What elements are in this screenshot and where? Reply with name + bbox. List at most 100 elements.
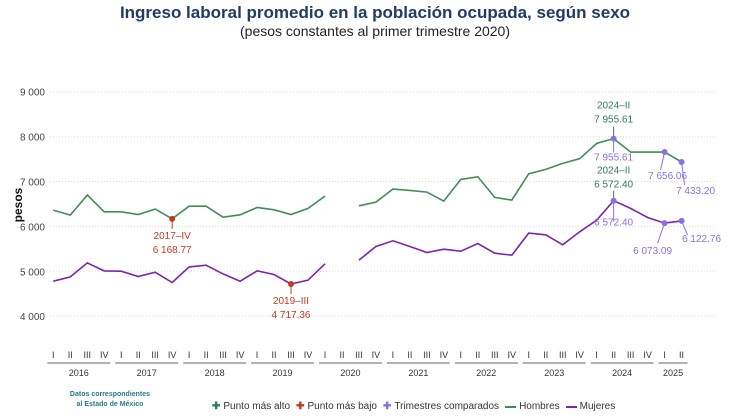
x-tick-label: III (559, 350, 567, 360)
annotation-value: 6 572.40 (594, 180, 633, 191)
y-tick-label: 9 000 (20, 88, 45, 99)
compared-point-marker (678, 217, 685, 224)
annotation-leader (681, 161, 686, 186)
x-tick-label: IV (236, 350, 245, 360)
legend-label: Hombres (519, 401, 560, 412)
x-year-label: 2023 (544, 368, 564, 378)
x-tick-label: III (151, 350, 159, 360)
low-point-marker (288, 280, 295, 287)
x-tick-label: I (392, 350, 395, 360)
x-tick-label: IV (168, 350, 177, 360)
x-tick-label: IV (643, 350, 652, 360)
chart-subtitle: (pesos constantes al primer trimestre 20… (240, 23, 510, 39)
series-line-mujeres (53, 199, 682, 285)
x-tick-label: III (355, 350, 363, 360)
x-tick-label: II (204, 350, 209, 360)
annotation-period: 2024–II (597, 101, 630, 112)
x-year-label: 2024 (612, 368, 632, 378)
note-line-2: al Estado de México (76, 401, 144, 408)
annotation-value: 6 572.40 (594, 218, 633, 229)
annotation-value: 7 955.61 (594, 153, 633, 164)
low-point-marker (169, 215, 176, 222)
annotation-period: 2024–II (597, 166, 630, 177)
legend-label: Punto más alto (223, 401, 291, 412)
legend-label: Punto más bajo (307, 401, 378, 412)
x-year-label: 2017 (137, 368, 157, 378)
mujeres-line-icon (565, 405, 577, 408)
x-year-label: 2019 (273, 368, 293, 378)
x-tick-label: I (120, 350, 123, 360)
legend-label: Trimestres comparados (394, 401, 500, 412)
x-tick-label: II (611, 350, 616, 360)
compared-marker-icon: ✚ (383, 401, 392, 412)
x-tick-label: III (423, 350, 431, 360)
x-tick-label: III (491, 350, 499, 360)
x-year-label: 2020 (340, 368, 360, 378)
annotation-leader (657, 222, 666, 244)
x-tick-label: I (460, 350, 463, 360)
x-year-label: 2018 (205, 368, 225, 378)
x-year-label: 2025 (663, 368, 683, 378)
x-tick-label: IV (372, 350, 381, 360)
x-tick-label: I (527, 350, 530, 360)
data-note: Datos correspondientes al Estado de Méxi… (60, 390, 160, 410)
x-tick-label: II (475, 350, 480, 360)
x-tick-label: II (272, 350, 277, 360)
series-line-hombres (53, 137, 683, 220)
compared-point-marker (610, 197, 617, 204)
compared-point-marker (661, 149, 668, 156)
x-year-label: 2016 (69, 368, 89, 378)
y-tick-label: 8 000 (20, 133, 45, 144)
x-tick-label: III (627, 350, 635, 360)
chart-title: Ingreso laboral promedio en la población… (119, 3, 631, 22)
x-tick-label: I (324, 350, 327, 360)
x-tick-label: III (287, 350, 295, 360)
annotation-value: 7 433.20 (676, 186, 715, 197)
x-tick-label: I (188, 350, 191, 360)
x-year-label: 2021 (408, 368, 428, 378)
y-axis-label: pesos (11, 187, 25, 222)
high-marker-icon: ✚ (212, 401, 221, 412)
x-tick-label: II (543, 350, 548, 360)
annotation-period: 2019–III (273, 296, 309, 307)
annotation-value: 6 122.76 (682, 234, 721, 245)
legend-item-high: ✚ Punto más alto (212, 401, 290, 412)
y-tick-label: 5 000 (20, 267, 45, 278)
x-year-label: 2022 (476, 368, 496, 378)
annotation-value: 7 656.06 (648, 171, 687, 182)
annotation-value: 7 955.61 (594, 115, 633, 126)
annotation-leader (660, 151, 666, 171)
annotation-value: 6 168.77 (153, 245, 192, 256)
y-tick-label: 6 000 (20, 222, 45, 233)
x-tick-label: I (52, 350, 55, 360)
x-tick-label: I (256, 350, 259, 360)
hombres-line-icon (505, 405, 517, 408)
annotation-period: 2017–IV (154, 231, 192, 242)
y-tick-label: 7 000 (20, 178, 45, 189)
annotation-value: 4 717.36 (272, 310, 311, 321)
x-tick-label: III (84, 350, 92, 360)
y-tick-label: 4 000 (20, 312, 45, 323)
compared-point-marker (661, 220, 668, 227)
low-marker-icon: ✚ (296, 401, 305, 412)
legend-item-mujeres: Mujeres (565, 401, 616, 412)
x-tick-label: I (663, 350, 666, 360)
legend-label: Mujeres (579, 401, 616, 412)
x-tick-label: II (339, 350, 344, 360)
compared-point-marker (678, 159, 685, 166)
x-tick-label: IV (304, 350, 313, 360)
x-tick-label: IV (508, 350, 517, 360)
legend-item-hombres: Hombres (505, 401, 560, 412)
x-tick-label: I (595, 350, 598, 360)
legend-item-compared: ✚ Trimestres comparados (383, 401, 499, 412)
x-tick-label: IV (575, 350, 584, 360)
x-tick-label: III (219, 350, 227, 360)
annotation-value: 6 073.09 (633, 246, 672, 257)
x-tick-label: II (136, 350, 141, 360)
compared-point-marker (610, 135, 617, 142)
x-tick-label: IV (100, 350, 109, 360)
legend-item-low: ✚ Punto más bajo (296, 401, 377, 412)
note-line-1: Datos correspondientes (69, 391, 151, 398)
